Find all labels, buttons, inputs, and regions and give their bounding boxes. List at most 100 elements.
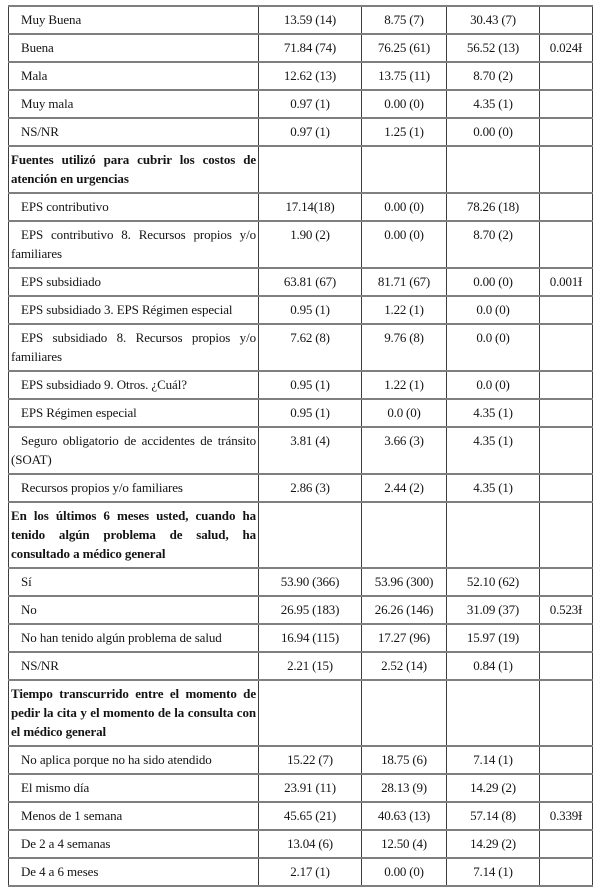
table-row: EPS subsidiado 63.81 (67) 81.71 (67) 0.00 (… [8, 267, 593, 297]
col3-value-cell: 78.26 (18) [446, 192, 540, 222]
col1-value-cell: 2.17 (1) [258, 857, 362, 887]
table-row: EPS subsidiado 3. EPS Régimen especial 0.… [8, 295, 593, 325]
p-value-cell: 0.339Ɨ [539, 801, 593, 831]
col2-value-cell: 18.75 (6) [361, 745, 447, 775]
table-row: Menos de 1 semana 45.65 (21) 40.63 (13) 57.… [8, 801, 593, 831]
p-value-cell [539, 773, 593, 803]
col3-value-cell: 30.43 (7) [446, 5, 540, 35]
col3-value-cell [446, 145, 540, 194]
row-label-cell: No [8, 595, 259, 625]
col3-value-cell: 7.14 (1) [446, 857, 540, 887]
table-row: EPS subsidiado 9. Otros. ¿Cuál? 0.95 (1) 1… [8, 370, 593, 400]
col2-value-cell: 0.0 (0) [361, 398, 447, 428]
table-row: NS/NR 0.97 (1) 1.25 (1) 0.00 (0) [8, 117, 593, 147]
table-row: De 4 a 6 meses 2.17 (1) 0.00 (0) 7.14 (1) [8, 857, 593, 887]
col1-value-cell: 71.84 (74) [258, 33, 362, 63]
col2-value-cell: 13.75 (11) [361, 61, 447, 91]
table-row: Seguro obligatorio de accidentes de trán… [8, 426, 593, 475]
table-row: Recursos propios y/o familiares 2.86 (3) 2… [8, 473, 593, 503]
col1-value-cell: 0.95 (1) [258, 398, 362, 428]
col1-value-cell [258, 679, 362, 747]
col3-value-cell: 15.97 (19) [446, 623, 540, 653]
row-label-cell: No han tenido algún problema de salud [8, 623, 259, 653]
col2-value-cell: 76.25 (61) [361, 33, 447, 63]
col1-value-cell: 16.94 (115) [258, 623, 362, 653]
row-label-cell: EPS contributivo 8. Recursos propios y/o… [8, 220, 259, 269]
row-label-cell: Buena [8, 33, 259, 63]
section-header-cell: Tiempo transcurrido entre el momento de … [8, 679, 259, 747]
col1-value-cell: 0.95 (1) [258, 370, 362, 400]
col1-value-cell: 1.90 (2) [258, 220, 362, 269]
col1-value-cell: 7.62 (8) [258, 323, 362, 372]
row-label-cell: EPS subsidiado 8. Recursos propios y/o f… [8, 323, 259, 372]
p-value-cell [539, 370, 593, 400]
row-label-cell: De 4 a 6 meses [8, 857, 259, 887]
section-header-cell: Fuentes utilizó para cubrir los costos d… [8, 145, 259, 194]
col3-value-cell: 4.35 (1) [446, 473, 540, 503]
section-header-cell: En los últimos 6 meses usted, cuando ha … [8, 501, 259, 569]
table-row: EPS contributivo 17.14(18) 0.00 (0) 78.26 (… [8, 192, 593, 222]
row-label-cell: Muy Buena [8, 5, 259, 35]
table-row: EPS Régimen especial 0.95 (1) 0.0 (0) 4.35 … [8, 398, 593, 428]
table-row: Muy mala 0.97 (1) 0.00 (0) 4.35 (1) [8, 89, 593, 119]
p-value-cell [539, 567, 593, 597]
col2-value-cell: 81.71 (67) [361, 267, 447, 297]
col2-value-cell: 9.76 (8) [361, 323, 447, 372]
col3-value-cell: 57.14 (8) [446, 801, 540, 831]
col3-value-cell: 31.09 (37) [446, 595, 540, 625]
row-label-cell: El mismo día [8, 773, 259, 803]
p-value-cell [539, 473, 593, 503]
row-label-cell: NS/NR [8, 651, 259, 681]
section-header-row: En los últimos 6 meses usted, cuando ha … [8, 501, 593, 569]
p-value-cell [539, 623, 593, 653]
col3-value-cell: 0.00 (0) [446, 117, 540, 147]
col1-value-cell: 15.22 (7) [258, 745, 362, 775]
col3-value-cell: 8.70 (2) [446, 61, 540, 91]
row-label-cell: EPS Régimen especial [8, 398, 259, 428]
col2-value-cell: 17.27 (96) [361, 623, 447, 653]
col1-value-cell: 0.97 (1) [258, 117, 362, 147]
col2-value-cell: 1.25 (1) [361, 117, 447, 147]
col3-value-cell: 0.0 (0) [446, 295, 540, 325]
col2-value-cell [361, 145, 447, 194]
col1-value-cell: 13.04 (6) [258, 829, 362, 859]
table-row: EPS contributivo 8. Recursos propios y/o… [8, 220, 593, 269]
col1-value-cell: 0.97 (1) [258, 89, 362, 119]
row-label-cell: Recursos propios y/o familiares [8, 473, 259, 503]
table-row: NS/NR 2.21 (15) 2.52 (14) 0.84 (1) [8, 651, 593, 681]
col2-value-cell: 1.22 (1) [361, 370, 447, 400]
col1-value-cell: 23.91 (11) [258, 773, 362, 803]
table-row: El mismo día 23.91 (11) 28.13 (9) 14.29 (2) [8, 773, 593, 803]
p-value-cell [539, 651, 593, 681]
col2-value-cell: 40.63 (13) [361, 801, 447, 831]
p-value-cell [539, 426, 593, 475]
col1-value-cell: 12.62 (13) [258, 61, 362, 91]
col2-value-cell: 0.00 (0) [361, 857, 447, 887]
table-row: No han tenido algún problema de salud 16.… [8, 623, 593, 653]
row-label-cell: Menos de 1 semana [8, 801, 259, 831]
row-label-cell: Sí [8, 567, 259, 597]
col3-value-cell [446, 501, 540, 569]
p-value-cell [539, 61, 593, 91]
row-label-cell: EPS contributivo [8, 192, 259, 222]
col2-value-cell: 26.26 (146) [361, 595, 447, 625]
p-value-cell [539, 89, 593, 119]
table-row: No aplica porque no ha sido atendido 15.2… [8, 745, 593, 775]
col3-value-cell: 7.14 (1) [446, 745, 540, 775]
col3-value-cell: 0.84 (1) [446, 651, 540, 681]
table-row: Muy Buena 13.59 (14) 8.75 (7) 30.43 (7) [8, 5, 593, 35]
col1-value-cell: 45.65 (21) [258, 801, 362, 831]
p-value-cell [539, 295, 593, 325]
p-value-cell [539, 192, 593, 222]
col1-value-cell: 3.81 (4) [258, 426, 362, 475]
col3-value-cell: 8.70 (2) [446, 220, 540, 269]
row-label-cell: EPS subsidiado [8, 267, 259, 297]
col3-value-cell: 4.35 (1) [446, 89, 540, 119]
col2-value-cell: 0.00 (0) [361, 192, 447, 222]
table-row: EPS subsidiado 8. Recursos propios y/o f… [8, 323, 593, 372]
p-value-cell [539, 220, 593, 269]
col2-value-cell: 0.00 (0) [361, 89, 447, 119]
col1-value-cell: 13.59 (14) [258, 5, 362, 35]
row-label-cell: Muy mala [8, 89, 259, 119]
